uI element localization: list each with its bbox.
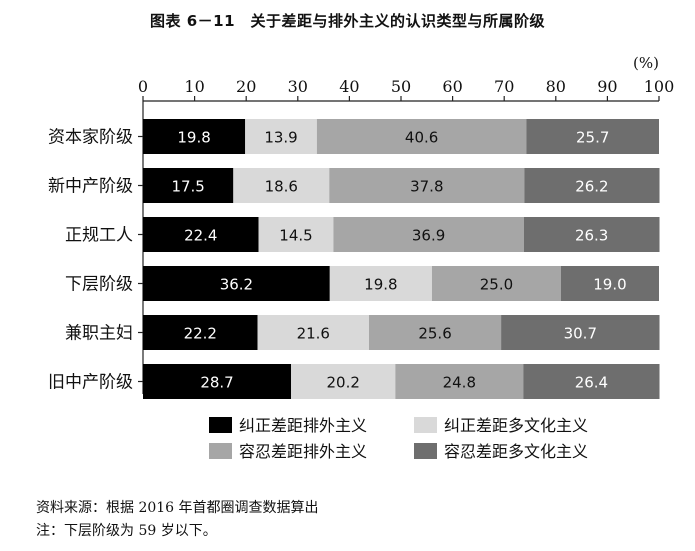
bar-segment (523, 364, 660, 399)
legend-label: 纠正差距排外主义 (239, 416, 367, 435)
category-label: 下层阶级 (65, 275, 133, 295)
legend-label: 容忍差距排外主义 (239, 442, 367, 461)
bar-value-label: 28.7 (200, 374, 233, 392)
legend-swatch (414, 443, 437, 459)
x-tick-label: 90 (597, 77, 617, 96)
legend-swatch (209, 443, 232, 459)
category-label: 旧中产阶级 (48, 373, 133, 393)
x-tick-label: 100 (644, 77, 675, 96)
bar-value-label: 36.9 (412, 227, 445, 245)
bar-segment (143, 364, 292, 399)
bar-value-label: 37.8 (410, 178, 443, 196)
category-label: 资本家阶级 (48, 128, 133, 148)
unit-label: (%) (633, 54, 659, 72)
bar-segment (143, 168, 234, 203)
x-tick-label: 10 (184, 77, 204, 96)
footnote: 注：下层阶级为 59 岁以下。 (36, 523, 217, 539)
x-tick-label: 70 (494, 77, 514, 96)
bar-segment (560, 266, 659, 301)
bar-value-label: 21.6 (297, 325, 330, 343)
bar-value-label: 20.2 (327, 374, 360, 392)
legend-label: 纠正差距多文化主义 (444, 416, 588, 435)
bar-value-label: 22.4 (184, 227, 217, 245)
bar-segment (369, 315, 502, 350)
bar-segment (501, 315, 660, 350)
bar-value-label: 25.7 (576, 129, 609, 147)
legend-swatch (209, 417, 232, 433)
bar-value-label: 30.7 (564, 325, 597, 343)
legend-swatch (414, 417, 437, 433)
source-note: 资料来源：根据 2016 年首都圈调查数据算出 (36, 500, 319, 516)
bar-segment (143, 119, 246, 154)
x-tick-label: 80 (546, 77, 566, 96)
bar-value-label: 24.8 (443, 374, 476, 392)
bar-value-label: 25.6 (418, 325, 451, 343)
category-label: 新中产阶级 (48, 177, 133, 197)
x-tick-label: 50 (391, 77, 411, 96)
bar-segment (333, 217, 524, 252)
category-label: 兼职主妇 (65, 324, 133, 344)
bar-segment (143, 217, 259, 252)
bar-value-label: 13.9 (264, 129, 297, 147)
bar-segment (316, 119, 527, 154)
bar-segment (257, 315, 370, 350)
bar-segment (291, 364, 396, 399)
bar-segment (431, 266, 561, 301)
bar-segment (143, 315, 258, 350)
bar-segment (329, 266, 432, 301)
legend-label: 容忍差距多文化主义 (444, 442, 588, 461)
bar-value-label: 19.8 (177, 129, 210, 147)
bar-segment (526, 119, 659, 154)
bar-value-label: 26.3 (575, 227, 608, 245)
bar-value-label: 17.5 (171, 178, 204, 196)
bar-value-label: 26.4 (575, 374, 608, 392)
bar-segment (523, 217, 660, 252)
bar-segment (233, 168, 330, 203)
bar-value-label: 40.6 (405, 129, 438, 147)
x-tick-label: 60 (442, 77, 462, 96)
bar-segment (258, 217, 334, 252)
x-tick-label: 30 (288, 77, 308, 96)
bar-segment (245, 119, 317, 154)
bar-segment (329, 168, 525, 203)
x-tick-label: 40 (339, 77, 359, 96)
bar-value-label: 14.5 (279, 227, 312, 245)
chart-title: 图表 6－11 关于差距与排外主义的认识类型与所属阶级 (149, 12, 546, 30)
x-tick-label: 0 (138, 77, 148, 96)
bar-value-label: 25.0 (480, 276, 513, 294)
bar-value-label: 19.0 (593, 276, 626, 294)
bar-value-label: 19.8 (364, 276, 397, 294)
bar-segment (395, 364, 524, 399)
bar-segment (143, 266, 330, 301)
bar-value-label: 26.2 (575, 178, 608, 196)
bar-value-label: 22.2 (184, 325, 217, 343)
bar-segment (524, 168, 660, 203)
category-label: 正规工人 (65, 226, 133, 246)
x-tick-label: 20 (236, 77, 256, 96)
bar-value-label: 18.6 (265, 178, 298, 196)
bar-value-label: 36.2 (220, 276, 253, 294)
